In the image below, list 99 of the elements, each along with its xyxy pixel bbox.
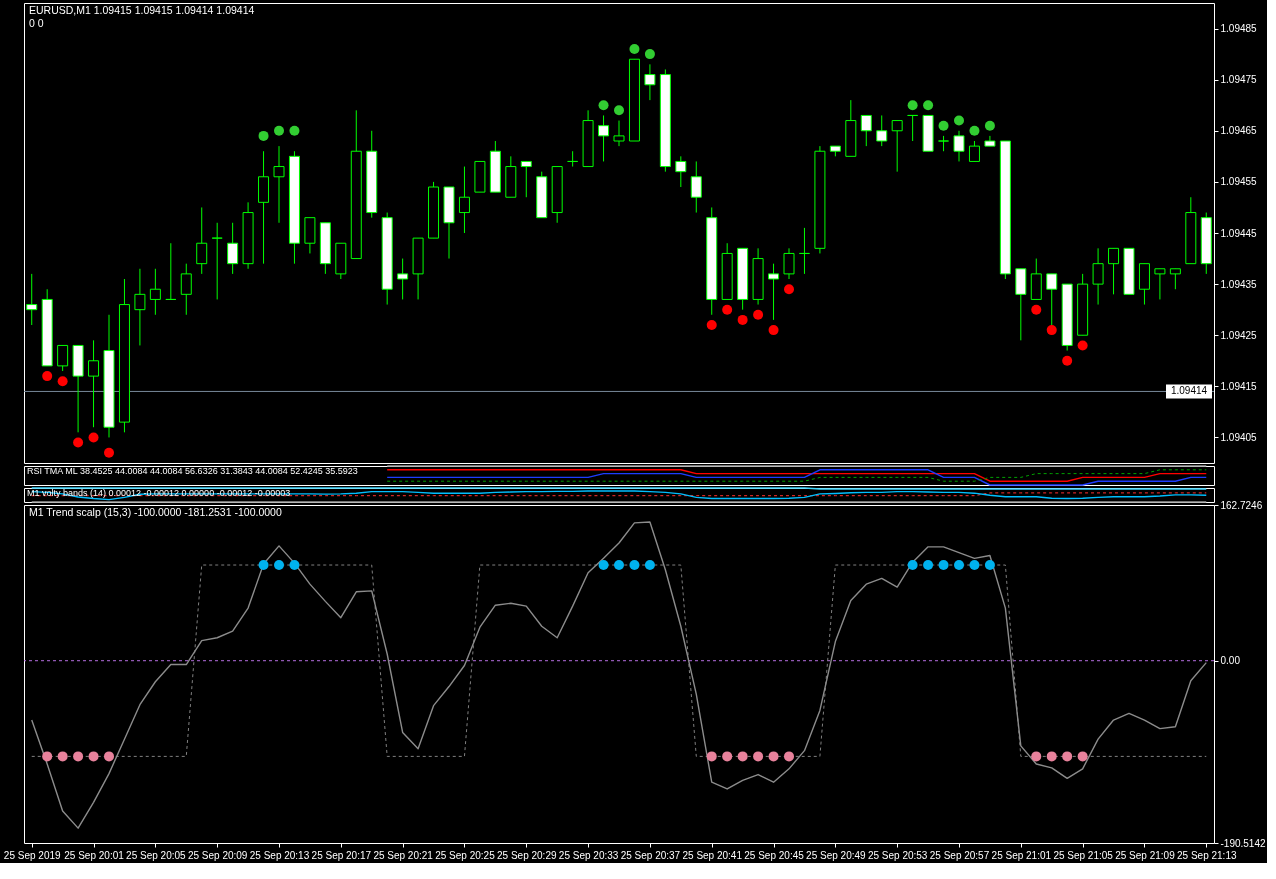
line-series bbox=[31, 521, 1207, 829]
candlestick bbox=[860, 114, 872, 147]
x-tick-label: 25 Sep 20:49 bbox=[806, 849, 867, 861]
candlestick bbox=[953, 130, 965, 162]
candlestick bbox=[907, 114, 919, 142]
candlestick bbox=[1169, 268, 1181, 290]
candlestick bbox=[690, 160, 702, 214]
candlestick bbox=[397, 258, 409, 300]
candlestick bbox=[196, 206, 208, 275]
candlestick bbox=[876, 114, 888, 147]
point bbox=[722, 304, 733, 315]
candlestick bbox=[273, 145, 285, 224]
point bbox=[923, 100, 934, 111]
x-tick-label: 25 Sep 21:09 bbox=[1115, 849, 1176, 861]
x-tick-label: 25 Sep 20:21 bbox=[373, 849, 434, 861]
candlestick bbox=[180, 263, 192, 316]
point bbox=[258, 130, 269, 141]
candlestick bbox=[598, 114, 610, 162]
ref-line-label: 1.09414 bbox=[1170, 385, 1208, 397]
candlestick bbox=[149, 268, 161, 316]
point bbox=[984, 120, 995, 131]
y-tick-label: 162.7246 bbox=[1220, 499, 1263, 511]
point bbox=[289, 125, 300, 136]
x-tick-label: 25 Sep 21:13 bbox=[1177, 849, 1237, 861]
chart-title: RSI TMA ML 38.4525 44.0084 44.0084 56.6326 31.3843 44.0084 52.4245 35.5923 bbox=[27, 466, 358, 476]
point bbox=[1077, 340, 1088, 351]
point bbox=[629, 44, 640, 54]
x-tick-label: 25 Sep 20:53 bbox=[867, 849, 928, 861]
y-tick-label: 1.09485 bbox=[1220, 23, 1258, 35]
candlestick bbox=[57, 344, 69, 372]
point bbox=[737, 314, 748, 325]
x-tick-label: 25 Sep 20:17 bbox=[311, 849, 372, 861]
point bbox=[768, 325, 779, 336]
point bbox=[1062, 355, 1073, 366]
candlestick bbox=[211, 222, 223, 300]
candlestick bbox=[134, 268, 146, 346]
x-tick-label: 25 Sep 20:45 bbox=[744, 849, 805, 861]
point bbox=[954, 115, 964, 126]
candlestick bbox=[567, 150, 579, 168]
point bbox=[969, 125, 980, 136]
point bbox=[614, 105, 624, 116]
x-tick-label: 25 Sep 21:05 bbox=[1053, 849, 1114, 861]
candlestick bbox=[1046, 273, 1058, 326]
candlestick bbox=[1154, 268, 1166, 300]
candlestick bbox=[613, 120, 625, 147]
point bbox=[598, 100, 609, 111]
x-tick-label: 25 Sep 20:29 bbox=[497, 849, 557, 861]
y-tick-label: 1.09465 bbox=[1220, 125, 1258, 137]
x-tick-label: 25 Sep 20:09 bbox=[187, 849, 248, 861]
candlestick bbox=[1108, 247, 1120, 295]
candlestick bbox=[458, 166, 470, 234]
candlestick bbox=[675, 155, 687, 188]
point bbox=[1046, 325, 1057, 336]
y-tick-label: 0.00 bbox=[1220, 655, 1241, 667]
candlestick bbox=[165, 242, 177, 300]
candlestick bbox=[891, 120, 903, 173]
y-tick-label: -190.5142 bbox=[1220, 837, 1266, 849]
chart-title: M1 Trend scalp (15,3) -100.0000 -181.2531 -100.0000 bbox=[29, 506, 282, 518]
y-tick-label: 1.09415 bbox=[1220, 380, 1258, 392]
point bbox=[938, 120, 949, 131]
x-tick-label: 25 Sep 20:41 bbox=[682, 849, 743, 861]
x-tick-label: 25 Sep 20:25 bbox=[435, 849, 496, 861]
point bbox=[706, 320, 717, 330]
point bbox=[644, 49, 655, 60]
x-tick-label: 25 Sep 20:05 bbox=[126, 849, 187, 861]
y-tick-label: 1.09445 bbox=[1220, 227, 1258, 239]
x-tick-label: 25 Sep 20:33 bbox=[558, 849, 619, 861]
point bbox=[753, 309, 764, 320]
x-tick-label: 25 Sep 20:13 bbox=[249, 849, 310, 861]
candlestick bbox=[783, 247, 795, 280]
y-tick-label: 1.09475 bbox=[1220, 74, 1258, 86]
x-tick-label: 25 Sep 20:57 bbox=[929, 849, 990, 861]
y-tick-label: 1.09455 bbox=[1220, 176, 1258, 188]
x-tick-label: 25 Sep 20:01 bbox=[64, 849, 125, 861]
point bbox=[42, 371, 53, 382]
point bbox=[104, 447, 114, 458]
y-tick-label: 1.09405 bbox=[1220, 431, 1258, 443]
candlestick bbox=[968, 140, 980, 162]
point bbox=[1031, 304, 1042, 315]
point bbox=[784, 284, 794, 295]
x-tick-label: 25 Sep 20:37 bbox=[620, 849, 681, 861]
candlestick bbox=[1092, 247, 1104, 306]
chart-title: EURUSD,M1 1.09415 1.09415 1.09414 1.09414 bbox=[29, 4, 255, 16]
text: 0 0 bbox=[29, 17, 44, 29]
candlestick bbox=[520, 160, 532, 198]
candlestick bbox=[644, 63, 656, 101]
point bbox=[88, 432, 99, 443]
candlestick bbox=[768, 263, 780, 321]
y-tick-label: 1.09425 bbox=[1220, 329, 1258, 341]
candlestick bbox=[88, 339, 100, 428]
candlestick bbox=[227, 222, 239, 275]
point bbox=[274, 125, 284, 136]
y-tick-label: 1.09435 bbox=[1220, 278, 1258, 290]
x-tick-label: 25 Sep 21:01 bbox=[991, 849, 1052, 861]
point bbox=[57, 376, 68, 387]
point bbox=[907, 100, 918, 111]
x-tick-label: 25 Sep 2019 bbox=[3, 849, 62, 861]
point bbox=[73, 437, 84, 448]
candlestick bbox=[798, 227, 810, 275]
